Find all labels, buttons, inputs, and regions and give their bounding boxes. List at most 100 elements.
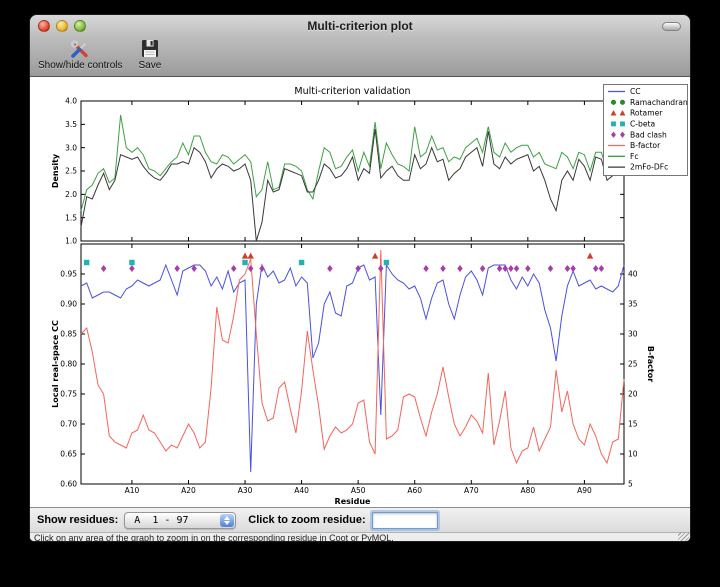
show-hide-controls-button[interactable]: Show/hide controls xyxy=(38,38,123,71)
save-button[interactable]: Save xyxy=(138,38,162,71)
toolbar-toggle-button[interactable] xyxy=(662,22,681,31)
plot-canvas[interactable]: A10 A20 A30 A40 A50 A60 A70 A80 A90 1.0 1.5 2.0 2.5 3… xyxy=(30,77,690,507)
bad-clash-marker xyxy=(525,265,531,272)
axis-tick-label: 15 xyxy=(628,420,638,429)
floppy-disk-icon xyxy=(141,40,158,57)
axis-tick-label: A90 xyxy=(577,486,592,495)
axis-tick-label: A20 xyxy=(181,486,196,495)
bad-clash-marker xyxy=(598,265,605,272)
axis-tick-label: 0.95 xyxy=(60,270,77,279)
bad-clash-marker xyxy=(129,265,135,272)
legend-marker-glyph xyxy=(619,110,626,116)
c-beta-marker xyxy=(383,259,390,266)
bad-clash-marker xyxy=(508,265,514,272)
bfactor-axis-label: B-factor xyxy=(646,346,655,382)
multi-criterion-chart[interactable]: A10 A20 A30 A40 A50 A60 A70 A80 A90 1.0 1.5 2.0 2.5 3… xyxy=(30,77,691,507)
c-beta-marker xyxy=(83,259,90,266)
bad-clash-marker xyxy=(327,265,333,272)
show-residues-popup[interactable]: A 1 - 97 xyxy=(124,511,237,529)
bad-clash-marker xyxy=(355,265,361,272)
minimize-button[interactable] xyxy=(56,20,68,32)
axis-tick-label: 3.0 xyxy=(65,143,77,152)
legend-box xyxy=(603,84,688,176)
cc-axis-label: Local real-space CC xyxy=(51,320,60,408)
rotamer-marker xyxy=(241,252,249,259)
c-beta-marker xyxy=(298,259,305,266)
bad-clash-marker xyxy=(191,265,197,272)
bad-clash-marker xyxy=(570,265,576,272)
legend-marker-glyph xyxy=(611,121,616,127)
zoom-residue-label: Click to zoom residue: xyxy=(248,514,366,526)
zoom-residue-input[interactable] xyxy=(371,511,438,529)
toolbar-button-label: Save xyxy=(138,60,162,71)
axis-tick-label: A60 xyxy=(407,486,422,495)
axis-tick-label: 0.85 xyxy=(60,330,77,339)
axis-tick-label: A40 xyxy=(294,486,309,495)
axis-tick-label: A10 xyxy=(125,486,140,495)
axis-tick-label: 4.0 xyxy=(65,97,77,106)
tools-icon xyxy=(71,40,88,58)
axis-tick-label: 2.0 xyxy=(65,190,77,199)
axis-tick-label: 20 xyxy=(628,390,638,399)
titlebar[interactable]: Multi-criterion plot xyxy=(30,15,690,37)
chart-title: Multi-criterion validation xyxy=(294,86,410,97)
c-beta-marker xyxy=(242,259,248,266)
legend-marker-glyph xyxy=(611,131,616,138)
bad-clash-marker xyxy=(100,265,107,272)
legend-label: CC xyxy=(630,87,641,96)
legend-label: Ramachandran xyxy=(630,98,688,107)
axis-tick-label: 0.75 xyxy=(60,390,77,399)
bad-clash-marker xyxy=(502,265,508,272)
axis-tick-label: 10 xyxy=(628,450,638,459)
bad-clash-marker xyxy=(247,265,254,272)
axis-tick-label: 0.90 xyxy=(60,300,77,309)
legend-label: Fc xyxy=(630,152,639,161)
legend-marker-glyph xyxy=(619,99,626,105)
bad-clash-marker xyxy=(440,265,446,272)
toolbar-button-label: Show/hide controls xyxy=(38,60,123,71)
bad-clash-marker xyxy=(547,265,554,272)
zoom-button[interactable] xyxy=(74,20,86,32)
multi-criterion-plot-window: Multi-criterion plot Show/hide controls … xyxy=(29,14,691,542)
controls-bar: Show residues: A 1 - 97 Click to zoom re… xyxy=(30,507,690,532)
window-controls xyxy=(38,20,86,32)
legend-label: Bad clash xyxy=(630,130,667,139)
rotamer-marker xyxy=(371,252,379,259)
bad-clash-marker xyxy=(496,265,503,272)
axis-tick-label: 25 xyxy=(628,360,638,369)
show-residues-label: Show residues: xyxy=(37,514,119,526)
cc-line xyxy=(80,263,625,473)
legend-label: B-factor xyxy=(630,141,661,150)
bad-clash-marker xyxy=(259,265,265,272)
c-beta-marker xyxy=(129,259,135,266)
bad-clash-marker xyxy=(479,265,486,272)
axis-tick-label: 35 xyxy=(628,300,638,309)
legend-label: 2mFo-DFc xyxy=(630,163,668,172)
bad-clash-marker xyxy=(513,265,520,272)
axis-tick-label: A50 xyxy=(351,486,366,495)
axis-tick-label: 2.5 xyxy=(65,167,77,176)
b-factor-line xyxy=(80,249,625,465)
status-bar: Click on any area of the graph to zoom i… xyxy=(30,532,690,542)
close-button[interactable] xyxy=(38,20,50,32)
axis-tick-label: A70 xyxy=(464,486,479,495)
status-text: Click on any area of the graph to zoom i… xyxy=(34,533,394,542)
axis-tick-label: 1.5 xyxy=(65,213,77,222)
axis-tick-label: 1.0 xyxy=(65,237,77,246)
bad-clash-marker xyxy=(231,265,237,272)
bad-clash-marker xyxy=(457,265,463,272)
bad-clash-marker xyxy=(174,265,180,272)
axis-tick-label: 30 xyxy=(628,330,638,339)
legend-marker-glyph xyxy=(610,99,617,105)
axis-tick-label: 40 xyxy=(628,270,638,279)
legend-marker-glyph xyxy=(620,121,625,127)
axis-tick-label: 3.5 xyxy=(65,120,77,129)
resize-grip-icon[interactable] xyxy=(678,532,689,541)
legend-label: C-beta xyxy=(630,120,655,129)
rotamer-marker xyxy=(247,252,254,259)
axis-tick-label: 0.70 xyxy=(60,420,77,429)
top-plot-axes xyxy=(80,100,625,242)
legend-label: Rotamer xyxy=(630,109,663,118)
fc-line xyxy=(80,114,625,211)
bad-clash-marker xyxy=(378,265,384,272)
